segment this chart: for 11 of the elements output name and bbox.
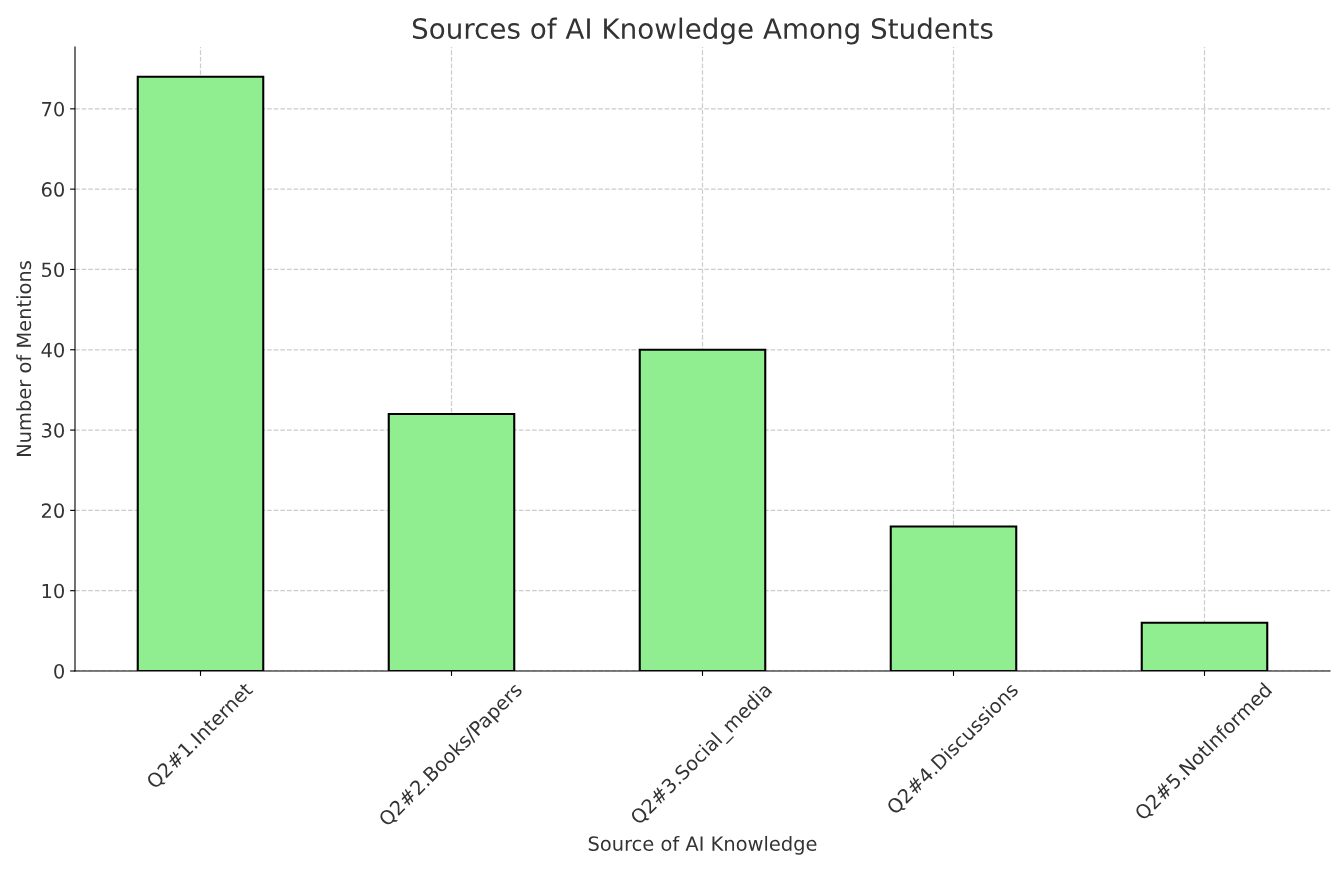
y-tick-label: 10: [42, 583, 64, 599]
y-tick-label: 20: [41, 503, 64, 519]
y-axis-title: Number of Mentions: [16, 261, 32, 456]
y-tick-label: 70: [42, 101, 64, 117]
y-tick-label: 50: [42, 262, 64, 278]
y-tick-label: 40: [41, 342, 64, 358]
y-tick-label: 60: [41, 182, 64, 197]
chart-title: Sources of AI Knowledge Among Students: [412, 17, 993, 45]
x-axis-title: Source of AI Knowledge: [588, 835, 817, 855]
y-tick-label: 30: [42, 423, 64, 438]
y-tick-label: 0: [54, 663, 64, 679]
